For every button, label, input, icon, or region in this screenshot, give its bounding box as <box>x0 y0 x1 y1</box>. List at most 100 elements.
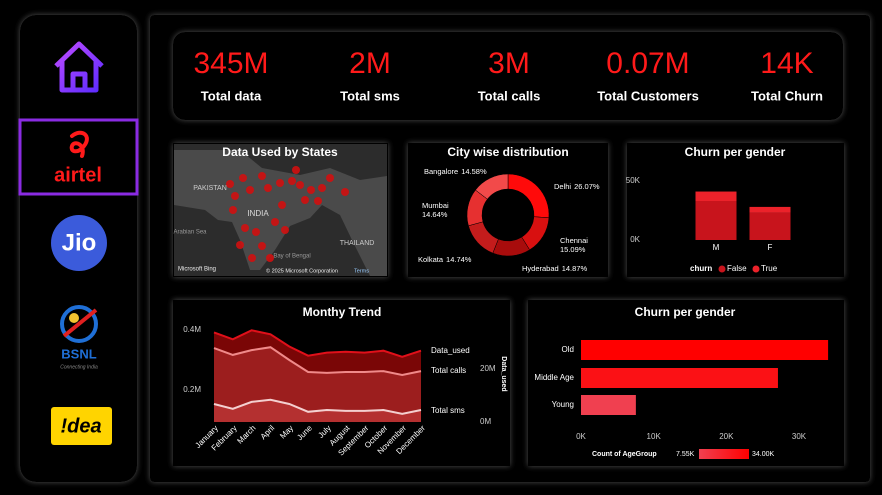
map-bubble <box>326 174 334 182</box>
chart-title: Churn per gender <box>685 145 786 159</box>
x-tick-label: 0K <box>576 432 586 441</box>
bar-segment <box>749 212 791 240</box>
y-tick-label: 0.4M <box>183 325 201 334</box>
kpi-value: 2M <box>349 47 391 80</box>
map-bubble <box>296 181 304 189</box>
kpi-card <box>173 32 843 120</box>
x-tick-label: M <box>713 243 720 252</box>
slice-label: Kolkata 14.74% <box>418 255 472 264</box>
slice-category: Mumbai <box>422 201 449 210</box>
legend-title: churn <box>690 264 712 273</box>
series-label: Total sms <box>431 406 465 415</box>
bsnl-icon[interactable] <box>60 305 98 343</box>
slice-value: 26.07% <box>574 182 600 191</box>
map-bubble <box>258 172 266 180</box>
slice-value: 14.64% <box>422 210 448 219</box>
slice-label: Mumbai 14.64% <box>422 201 449 219</box>
bar <box>581 340 829 360</box>
slice-value: 15.09% <box>560 245 586 254</box>
slice-label: Bangalore 14.58% <box>424 167 487 176</box>
y-tick-label: 0.2M <box>183 385 201 394</box>
map-title: Data Used by States <box>222 145 338 159</box>
map-terms[interactable]: Terms <box>354 268 369 274</box>
chart-title: City wise distribution <box>447 145 568 159</box>
legend-min: 7.55K <box>676 451 695 458</box>
area-line <box>213 398 422 415</box>
map-label: Bay of Bengal <box>273 254 310 260</box>
slice-label: Chennai 15.09% <box>560 236 588 254</box>
map-label: PAKISTAN <box>193 185 227 192</box>
map-bubble <box>239 174 247 182</box>
y-tick-label: 50K <box>626 176 641 185</box>
kpi-value: 0.07M <box>606 47 689 80</box>
legend-title: Count of AgeGroup <box>592 451 657 458</box>
y-tick-label: 0K <box>630 235 640 244</box>
idea-logo: !dea <box>60 415 101 437</box>
slice-value: 14.58% <box>461 167 487 176</box>
map-bubble <box>341 188 349 196</box>
map-bubble <box>248 254 256 262</box>
y2-tick-label: 0M <box>480 417 491 426</box>
map-label: Arabian Sea <box>173 230 207 236</box>
slice-value: 14.87% <box>562 264 588 273</box>
y2-axis-title: Data_used <box>500 356 507 391</box>
map-provider: Microsoft Bing <box>178 267 216 273</box>
x-tick-label: 10K <box>647 432 662 441</box>
x-tick-label: 30K <box>792 432 807 441</box>
map-bubble <box>314 197 322 205</box>
donut-slice <box>475 173 509 200</box>
y-tick-label: Young <box>552 400 574 409</box>
kpi-label: Total Churn <box>751 88 823 103</box>
slice-label: Delhi 26.07% <box>554 182 600 191</box>
y-tick-label: Old <box>562 345 574 354</box>
x-tick-label: 20K <box>719 432 734 441</box>
map-bubble <box>258 242 266 250</box>
chart-title: Monthy Trend <box>303 305 382 319</box>
map-bubble <box>307 186 315 194</box>
airtel-swirl <box>69 130 89 158</box>
map-bubble <box>318 184 326 192</box>
area-line <box>213 329 422 358</box>
map-bubble <box>271 218 279 226</box>
airtel-logo: airtel <box>54 164 102 186</box>
bar <box>581 395 636 415</box>
map-bubble <box>236 241 244 249</box>
map-bubble <box>276 179 284 187</box>
x-tick-label: F <box>768 243 773 252</box>
y2-tick-label: 20M <box>480 364 496 373</box>
map-bubble <box>229 206 237 214</box>
slice-label: Hyderabad 14.87% <box>522 264 587 273</box>
map-label: THAILAND <box>340 240 375 247</box>
legend-swatch <box>752 265 760 273</box>
map-bubble <box>231 192 239 200</box>
kpi-value: 14K <box>760 47 813 80</box>
bsnl-tagline: Connecting India <box>60 364 98 370</box>
series-label: Data_used <box>431 346 470 355</box>
map-bubble <box>252 228 260 236</box>
map-bubble <box>278 201 286 209</box>
idea-box[interactable] <box>51 407 112 445</box>
legend-label: True <box>761 264 778 273</box>
bar <box>581 368 778 388</box>
home-icon[interactable] <box>54 41 104 93</box>
legend-swatch <box>718 265 726 273</box>
jio-circle[interactable] <box>51 215 107 271</box>
bar-segment <box>695 201 737 240</box>
legend-gradient <box>699 449 749 459</box>
map-bubble <box>264 184 272 192</box>
series-label: Total calls <box>431 366 466 375</box>
map-bubble <box>266 254 274 262</box>
map-bubble <box>288 177 296 185</box>
kpi-label: Total sms <box>340 88 400 103</box>
slice-value: 14.74% <box>446 255 472 264</box>
slice-category: Hyderabad <box>522 264 559 273</box>
legend-label: False <box>727 264 747 273</box>
bsnl-logo: BSNL <box>61 346 96 361</box>
bar-segment <box>695 191 737 201</box>
kpi-value: 345M <box>193 47 268 80</box>
home-shape <box>54 41 104 93</box>
slice-category: Kolkata <box>418 255 444 264</box>
y-tick-label: Middle Age <box>534 373 574 382</box>
